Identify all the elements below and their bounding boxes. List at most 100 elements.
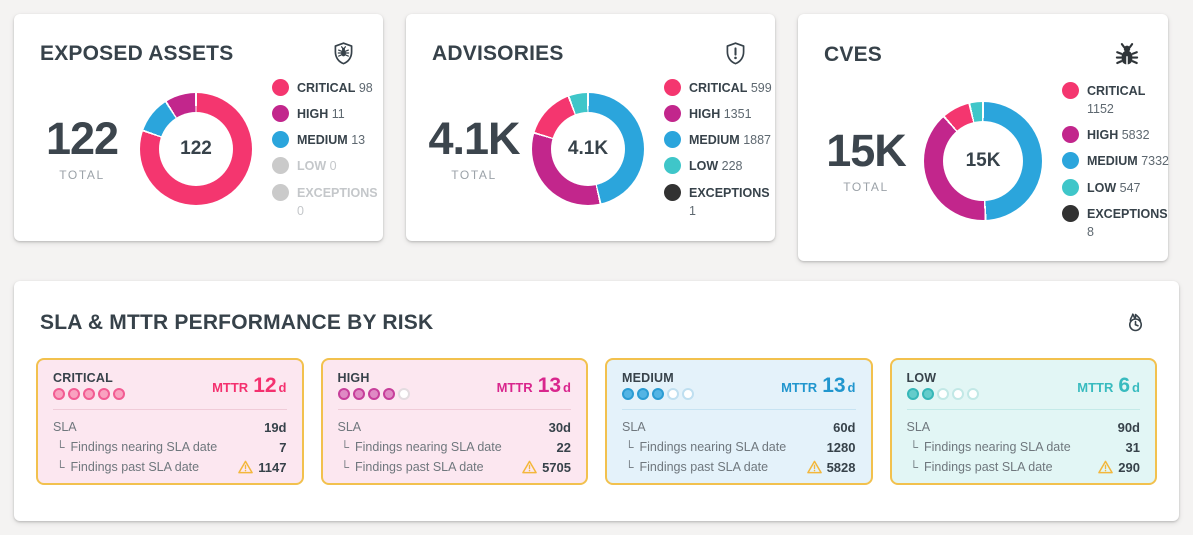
legend-dot-medium <box>272 131 289 149</box>
legend-item-low: LOW 228 <box>664 157 776 175</box>
legend-item-low: LOW 547 <box>1062 178 1174 197</box>
nearing-sla-row: └ Findings nearing SLA date 31 <box>909 439 1141 455</box>
advisories-donut-center: 4.1K <box>551 112 625 187</box>
panel-divider <box>53 409 287 410</box>
tree-branch-glyph: └ <box>909 460 919 474</box>
tree-branch-glyph: └ <box>340 460 350 474</box>
sla-panel-row: CRITICAL MTTR 12 d SLA 19d └ Find <box>36 358 1157 485</box>
cves-card[interactable]: CVES 15K TOTAL 15K <box>798 14 1169 261</box>
legend-dot-exceptions <box>664 183 681 201</box>
legend-dot-low <box>664 157 681 175</box>
tree-branch-glyph: └ <box>340 440 350 454</box>
tree-branch-glyph: └ <box>56 460 65 474</box>
past-sla-row: └ Findings past SLA date 290 <box>909 459 1141 475</box>
sla-row: SLA 90d <box>906 419 1141 435</box>
cves-total: 15K <box>826 125 907 177</box>
legend-item-high: HIGH 5832 <box>1062 126 1174 144</box>
panel-high-mttr: MTTR 13 d <box>496 374 571 397</box>
severity-dots-medium <box>622 388 694 400</box>
advisories-title: ADVISORIES <box>432 41 564 65</box>
legend-dot-critical <box>664 79 681 96</box>
exposed-assets-donut-center: 122 <box>159 112 233 187</box>
panel-critical-mttr: MTTR 12 d <box>212 374 287 397</box>
panel-medium-mttr: MTTR 13 d <box>781 374 856 397</box>
exposed-assets-card[interactable]: EXPOSED ASSETS 122 TOTAL <box>14 14 383 241</box>
legend-item-medium: MEDIUM 7332 <box>1062 152 1174 170</box>
warning-triangle-icon <box>806 460 822 474</box>
exposed-assets-legend: CRITICAL 98 HIGH 11 MEDIUM 13 LOW 0 EXCEPTIO… <box>272 79 384 220</box>
advisories-card[interactable]: ADVISORIES 4.1K TOTAL 4.1K CRITICAL 599 H… <box>406 14 775 241</box>
panel-critical-label: CRITICAL <box>53 371 113 385</box>
advisories-total-label: TOTAL <box>451 168 497 183</box>
cves-title: CVES <box>824 43 882 66</box>
severity-dot-filled <box>622 388 634 400</box>
cves-total-label: TOTAL <box>843 180 889 195</box>
panel-divider <box>337 409 571 410</box>
sla-panel-high[interactable]: HIGH MTTR 13 d SLA 30d └ Findings <box>320 358 588 485</box>
advisories-total: 4.1K <box>428 113 520 165</box>
warning-triangle-icon <box>522 460 537 474</box>
legend-dot-exceptions <box>272 183 289 201</box>
cves-donut-center: 15K <box>943 121 1023 202</box>
severity-dot-filled <box>921 388 934 400</box>
tree-branch-glyph: └ <box>909 440 919 454</box>
severity-dot-filled <box>83 388 95 400</box>
legend-item-medium: MEDIUM 13 <box>272 131 384 149</box>
legend-item-critical: CRITICAL 1152 <box>1062 82 1174 118</box>
panel-low-mttr: MTTR 6 d <box>1077 374 1140 397</box>
legend-dot-critical <box>1062 82 1079 99</box>
severity-dots-high <box>337 388 410 400</box>
legend-item-low: LOW 0 <box>272 157 384 175</box>
shield-bug-icon <box>330 40 357 67</box>
bug-icon <box>1112 40 1142 70</box>
panel-divider <box>622 409 856 410</box>
legend-dot-high <box>272 105 289 123</box>
legend-item-medium: MEDIUM 1887 <box>664 131 776 149</box>
severity-dot-empty <box>936 388 949 400</box>
severity-dot-filled <box>382 388 395 400</box>
sla-panel-critical[interactable]: CRITICAL MTTR 12 d SLA 19d └ Find <box>36 358 304 485</box>
sla-panel-medium[interactable]: MEDIUM MTTR 13 d SLA 60d └ Findin <box>605 358 873 485</box>
advisories-legend: CRITICAL 599 HIGH 1351 MEDIUM 1887 LOW 228 E… <box>664 79 776 220</box>
past-sla-row: └ Findings past SLA date 5705 <box>340 459 572 475</box>
sla-row: SLA 30d <box>337 419 572 435</box>
sla-mttr-title: SLA & MTTR PERFORMANCE BY RISK <box>40 310 434 334</box>
severity-dot-empty <box>951 388 964 400</box>
severity-dot-empty <box>682 388 694 400</box>
legend-item-exceptions: EXCEPTIONS 1 <box>664 183 776 220</box>
flame-clock-icon <box>1122 309 1149 336</box>
tree-branch-glyph: └ <box>625 460 634 474</box>
severity-dot-empty <box>667 388 679 400</box>
warning-triangle-icon <box>1098 460 1114 474</box>
warning-triangle-icon <box>238 460 254 474</box>
nearing-sla-row: └ Findings nearing SLA date 7 <box>56 439 287 455</box>
tree-branch-glyph: └ <box>56 440 65 454</box>
legend-item-high: HIGH 1351 <box>664 105 776 123</box>
cves-donut-chart[interactable]: 15K <box>924 102 1042 221</box>
past-sla-row: └ Findings past SLA date 1147 <box>56 459 287 475</box>
cves-legend: CRITICAL 1152 HIGH 5832 MEDIUM 7332 LOW 547… <box>1062 82 1174 241</box>
legend-dot-high <box>664 105 681 123</box>
exposed-assets-total-block: 122 TOTAL <box>36 116 128 182</box>
legend-item-critical: CRITICAL 599 <box>664 79 776 97</box>
panel-divider <box>906 409 1140 410</box>
nearing-sla-row: └ Findings nearing SLA date 22 <box>340 439 572 455</box>
severity-dot-filled <box>337 388 350 400</box>
severity-dot-filled <box>367 388 380 400</box>
exposed-assets-donut-chart[interactable]: 122 <box>140 93 252 206</box>
severity-dot-filled <box>652 388 664 400</box>
panel-low-label: LOW <box>906 371 937 385</box>
legend-dot-exceptions <box>1062 204 1079 222</box>
tree-branch-glyph: └ <box>625 440 634 454</box>
advisories-donut-chart[interactable]: 4.1K <box>532 93 644 206</box>
sla-row: SLA 19d <box>53 419 287 435</box>
legend-item-exceptions: EXCEPTIONS 8 <box>1062 204 1174 241</box>
severity-dot-filled <box>637 388 649 400</box>
shield-alert-icon <box>722 40 749 67</box>
severity-dot-filled <box>68 388 80 400</box>
past-sla-row: └ Findings past SLA date 5828 <box>625 459 856 475</box>
severity-dot-empty <box>397 388 410 400</box>
severity-dots-low <box>906 388 979 400</box>
sla-panel-low[interactable]: LOW MTTR 6 d SLA 90d └ Findings n <box>889 358 1157 485</box>
legend-item-high: HIGH 11 <box>272 105 384 123</box>
